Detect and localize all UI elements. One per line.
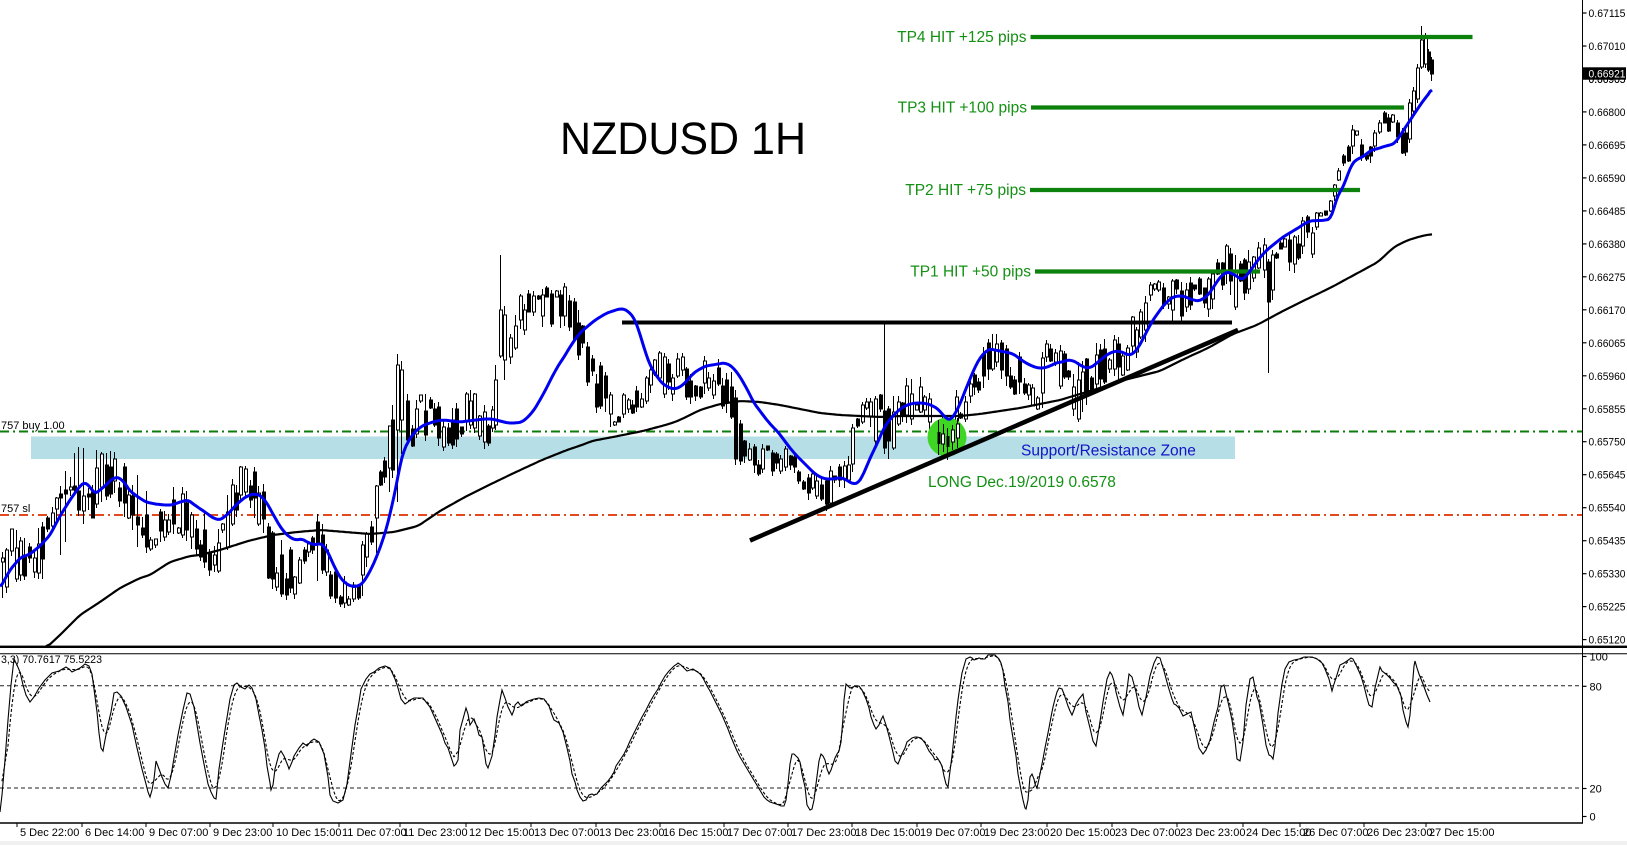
svg-text:0.66065: 0.66065 [1589, 338, 1626, 350]
svg-text:LONG Dec.19/2019 0.6578: LONG Dec.19/2019 0.6578 [928, 474, 1116, 491]
svg-text:0: 0 [1590, 812, 1596, 824]
svg-text:0.65960: 0.65960 [1589, 371, 1626, 383]
svg-text:757 sl: 757 sl [1, 503, 30, 515]
svg-text:0.65225: 0.65225 [1589, 602, 1626, 614]
svg-text:11 Dec 23:00: 11 Dec 23:00 [403, 827, 468, 839]
svg-text:0.67010: 0.67010 [1589, 41, 1626, 53]
svg-text:0.66485: 0.66485 [1589, 206, 1626, 218]
svg-text:0.65645: 0.65645 [1589, 470, 1626, 482]
svg-text:0.66170: 0.66170 [1589, 305, 1626, 317]
svg-text:26 Dec 07:00: 26 Dec 07:00 [1303, 827, 1368, 839]
svg-text:9 Dec 07:00: 9 Dec 07:00 [149, 827, 208, 839]
svg-text:19 Dec 07:00: 19 Dec 07:00 [920, 827, 985, 839]
svg-text:18 Dec 15:00: 18 Dec 15:00 [855, 827, 920, 839]
svg-text:80: 80 [1590, 681, 1602, 693]
svg-text:9 Dec 23:00: 9 Dec 23:00 [213, 827, 272, 839]
svg-text:27 Dec 15:00: 27 Dec 15:00 [1429, 827, 1494, 839]
svg-text:3,3) 70.7617 75.5223: 3,3) 70.7617 75.5223 [1, 654, 102, 666]
svg-text:0.66695: 0.66695 [1589, 140, 1626, 152]
svg-text:23 Dec 23:00: 23 Dec 23:00 [1180, 827, 1245, 839]
svg-text:0.67115: 0.67115 [1589, 8, 1626, 20]
svg-text:TP3 HIT +100 pips: TP3 HIT +100 pips [898, 100, 1028, 117]
svg-text:17 Dec 07:00: 17 Dec 07:00 [727, 827, 792, 839]
svg-text:0.65540: 0.65540 [1589, 503, 1626, 515]
svg-text:TP2 HIT +75 pips: TP2 HIT +75 pips [905, 182, 1026, 199]
svg-text:5 Dec 22:00: 5 Dec 22:00 [20, 827, 79, 839]
svg-text:16 Dec 15:00: 16 Dec 15:00 [663, 827, 728, 839]
svg-text:0.66380: 0.66380 [1589, 239, 1626, 251]
svg-text:TP1 HIT +50 pips: TP1 HIT +50 pips [910, 264, 1031, 281]
svg-text:19 Dec 23:00: 19 Dec 23:00 [984, 827, 1049, 839]
svg-text:20: 20 [1590, 784, 1602, 796]
svg-text:13 Dec 07:00: 13 Dec 07:00 [534, 827, 599, 839]
svg-text:TP4 HIT +125 pips: TP4 HIT +125 pips [897, 29, 1027, 46]
svg-text:0.66275: 0.66275 [1589, 272, 1626, 284]
svg-text:100: 100 [1590, 652, 1608, 664]
svg-text:6 Dec 14:00: 6 Dec 14:00 [85, 827, 144, 839]
svg-text:0.65855: 0.65855 [1589, 404, 1626, 416]
svg-text:NZDUSD 1H: NZDUSD 1H [560, 113, 806, 164]
svg-text:0.66921: 0.66921 [1589, 69, 1626, 81]
svg-text:0.65435: 0.65435 [1589, 536, 1626, 548]
svg-text:0.65120: 0.65120 [1589, 635, 1626, 647]
svg-text:Support/Resistance Zone: Support/Resistance Zone [1021, 443, 1196, 460]
svg-text:13 Dec 23:00: 13 Dec 23:00 [599, 827, 664, 839]
svg-text:10 Dec 15:00: 10 Dec 15:00 [276, 827, 341, 839]
svg-text:17 Dec 23:00: 17 Dec 23:00 [791, 827, 856, 839]
svg-text:26 Dec 23:00: 26 Dec 23:00 [1367, 827, 1432, 839]
svg-text:24 Dec 15:00: 24 Dec 15:00 [1246, 827, 1311, 839]
svg-text:12 Dec 15:00: 12 Dec 15:00 [469, 827, 534, 839]
svg-text:11 Dec 07:00: 11 Dec 07:00 [342, 827, 407, 839]
svg-text:0.65750: 0.65750 [1589, 437, 1626, 449]
svg-text:0.66800: 0.66800 [1589, 107, 1626, 119]
svg-text:757 buy 1.00: 757 buy 1.00 [1, 420, 65, 432]
svg-text:20 Dec 15:00: 20 Dec 15:00 [1050, 827, 1115, 839]
svg-text:0.66590: 0.66590 [1589, 173, 1626, 185]
svg-text:23 Dec 07:00: 23 Dec 07:00 [1115, 827, 1180, 839]
svg-text:0.65330: 0.65330 [1589, 569, 1626, 581]
